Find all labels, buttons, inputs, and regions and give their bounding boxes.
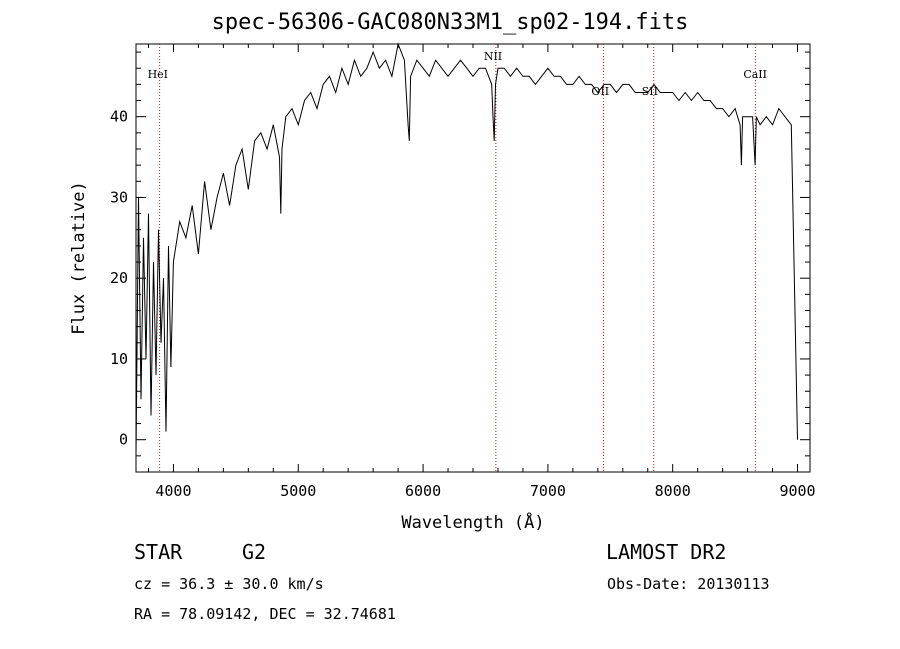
- y-axis-label: Flux (relative): [69, 181, 89, 335]
- y-tick-label: 10: [110, 350, 128, 368]
- plot-frame: [135, 43, 811, 473]
- x-tick-label: 9000: [779, 482, 815, 500]
- x-tick-label: 5000: [280, 482, 316, 500]
- x-axis-label: Wavelength (Å): [401, 511, 544, 533]
- chart-title: spec-56306-GAC080N33M1_sp02-194.fits: [211, 10, 689, 35]
- y-tick-label: 30: [110, 188, 128, 206]
- ra-dec: RA = 78.09142, DEC = 32.74681: [134, 605, 396, 623]
- x-tick-label: 6000: [405, 482, 441, 500]
- y-tick-label: 20: [110, 269, 128, 287]
- redshift-cz: cz = 36.3 ± 30.0 km/s: [134, 575, 324, 593]
- line-label-hei: HeI: [148, 68, 168, 81]
- y-tick-label: 0: [119, 431, 128, 449]
- survey-name: LAMOST DR2: [606, 540, 727, 564]
- line-label-nii: NII: [484, 50, 502, 63]
- x-tick-label: 8000: [655, 482, 691, 500]
- object-type: STAR: [134, 540, 183, 564]
- line-label-sii: SII: [642, 85, 658, 98]
- x-tick-label: 4000: [155, 482, 191, 500]
- series-spectrum: [135, 42, 798, 456]
- line-label-caii: CaII: [743, 68, 767, 81]
- obs-date: Obs-Date: 20130113: [607, 575, 770, 593]
- subclass: G2: [242, 540, 267, 564]
- y-tick-label: 40: [110, 108, 128, 126]
- line-label-oii: OII: [591, 85, 609, 98]
- x-tick-label: 7000: [530, 482, 566, 500]
